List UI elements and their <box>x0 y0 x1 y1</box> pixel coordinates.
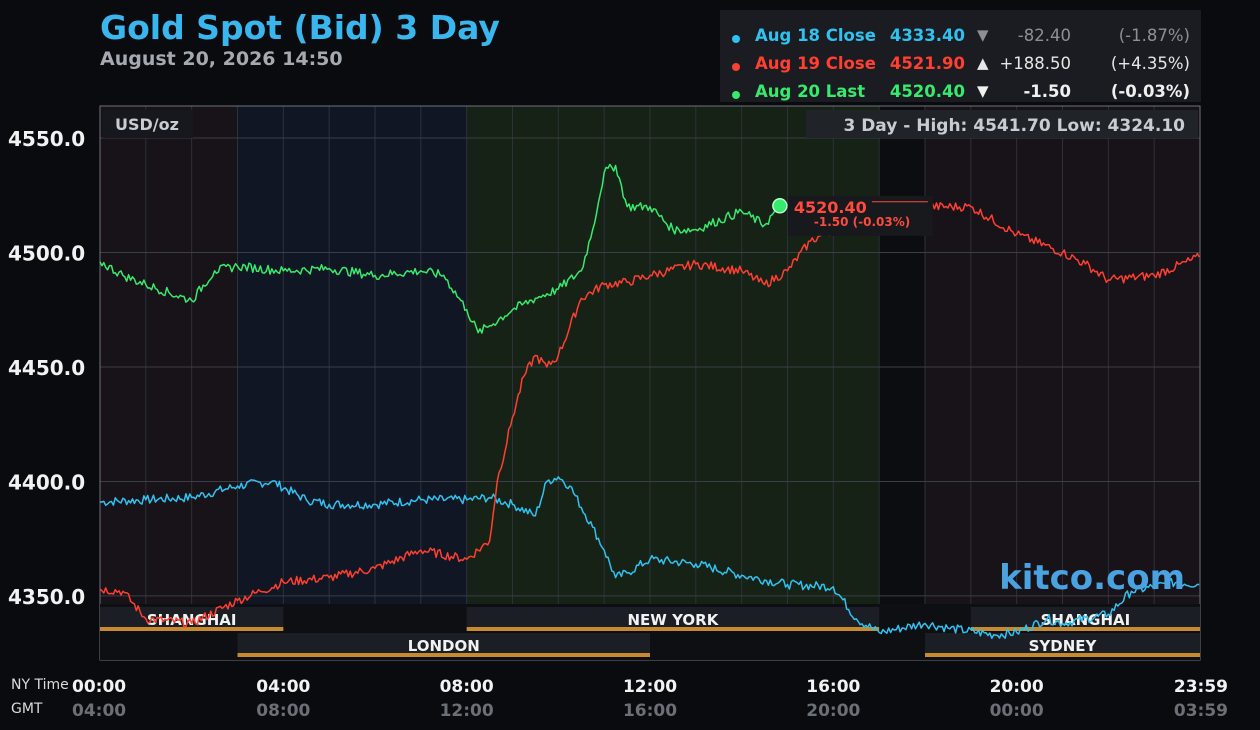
y-tick-label: 4500.0 <box>8 242 85 266</box>
session-bar <box>237 653 650 657</box>
down-arrow-icon: ▼ <box>977 26 989 44</box>
legend-pct-aug18: (-1.87%) <box>1118 26 1190 45</box>
current-change-label: -1.50 (-0.03%) <box>814 215 910 229</box>
legend-row-aug19: Aug 19 Close 4521.90 ▲ +188.50 (+4.35%) <box>720 54 1201 80</box>
legend-change-aug19: +188.50 <box>999 54 1071 73</box>
session-box <box>466 607 880 629</box>
session-band <box>879 106 925 660</box>
x-tick-label-ny: 12:00 <box>623 677 677 697</box>
legend-dot-aug20 <box>732 91 740 99</box>
legend-row-aug20: Aug 20 Last 4520.40 ▼ -1.50 (-0.03%) <box>720 82 1201 108</box>
legend-dot-aug18 <box>732 35 740 43</box>
legend-pct-aug20: (-0.03%) <box>1110 82 1190 101</box>
price-line-aug-19-close <box>99 202 1200 628</box>
x-tick-label-gmt: 08:00 <box>256 701 310 721</box>
legend-price-aug19: 4521.90 <box>889 54 965 73</box>
x-tick-label-ny: 08:00 <box>440 677 494 697</box>
session-bar <box>925 653 1200 657</box>
session-band <box>466 106 880 660</box>
x-tick-label-gmt: 00:00 <box>990 701 1044 721</box>
session-band <box>100 106 238 660</box>
x-tick-label-ny: 23:59 <box>1174 677 1228 697</box>
price-lines <box>99 163 1200 640</box>
x-tick-label-ny: 16:00 <box>806 677 860 697</box>
x-tick-label-gmt: 20:00 <box>806 701 860 721</box>
session-box <box>925 633 1200 655</box>
legend-price-aug20: 4520.40 <box>889 82 965 101</box>
current-price-marker: 4520.40 -1.50 (-0.03%) <box>772 195 933 236</box>
y-axis: 4550.0 4500.0 4450.0 4400.0 4350.0 <box>8 127 85 609</box>
y-tick-label: 4350.0 <box>8 585 85 609</box>
up-arrow-icon: ▲ <box>977 54 989 72</box>
legend-price-aug18: 4333.40 <box>889 26 965 45</box>
legend-row-aug18: Aug 18 Close 4333.40 ▼ -82.40 (-1.87%) <box>720 26 1201 52</box>
session-label: SYDNEY <box>1029 637 1098 655</box>
session-box <box>100 607 284 629</box>
chart-title: Gold Spot (Bid) 3 Day <box>100 8 500 47</box>
x-tick-label-gmt: 04:00 <box>72 701 126 721</box>
high-low-label: 3 Day - High: 4541.70 Low: 4324.10 <box>843 116 1185 136</box>
x-tick-label-ny: 00:00 <box>72 677 126 697</box>
x-axis: 00:00 04:00 04:00 08:00 08:00 12:00 12:00 16:00… <box>72 677 1228 721</box>
trading-sessions: SHANGHAI NEW YORK SHANGHAI LONDON SYDNEY <box>100 604 1200 660</box>
session-label: LONDON <box>408 637 480 655</box>
price-line-aug-20-last <box>99 163 781 334</box>
session-bar <box>100 627 284 631</box>
session-band <box>237 106 467 660</box>
legend-change-aug20: -1.50 <box>1023 82 1071 101</box>
legend-pct-aug19: (+4.35%) <box>1110 54 1190 73</box>
x-tick-label-ny: 20:00 <box>990 677 1044 697</box>
legend-change-aug18: -82.40 <box>1017 26 1071 45</box>
legend-name-aug20: Aug 20 Last <box>755 82 866 101</box>
y-tick-label: 4400.0 <box>8 470 85 494</box>
down-arrow-icon: ▼ <box>977 82 989 100</box>
x-tick-label-ny: 04:00 <box>256 677 310 697</box>
session-label: NEW YORK <box>628 611 720 629</box>
current-price-dot[interactable] <box>772 198 788 214</box>
session-label: SHANGHAI <box>1041 611 1131 629</box>
gmt-axis-name: GMT <box>11 701 43 717</box>
brand-watermark: kitco.com <box>999 558 1185 598</box>
session-box <box>237 633 650 655</box>
session-bar <box>466 627 880 631</box>
session-label: SHANGHAI <box>147 611 237 629</box>
legend-name-aug19: Aug 19 Close <box>755 54 876 73</box>
ny-time-axis-name: NY Time <box>11 677 69 693</box>
current-price-box <box>787 195 933 236</box>
x-tick-label-gmt: 12:00 <box>440 701 494 721</box>
session-bar <box>970 627 1200 631</box>
unit-label: USD/oz <box>115 115 179 134</box>
grid-lines <box>100 106 1200 604</box>
x-tick-label-gmt: 16:00 <box>623 701 677 721</box>
legend-dot-aug19 <box>732 63 740 71</box>
y-tick-label: 4450.0 <box>8 356 85 380</box>
legend-name-aug18: Aug 18 Close <box>755 26 876 45</box>
current-price-label: 4520.40 <box>794 198 867 217</box>
price-line-aug-18-close <box>100 476 1200 640</box>
high-low-box: 3 Day - High: 4541.70 Low: 4324.10 <box>806 110 1198 138</box>
unit-box: USD/oz <box>103 110 193 138</box>
y-tick-label: 4550.0 <box>8 127 85 151</box>
chart-subtitle: August 20, 2026 14:50 <box>100 48 343 70</box>
legend: Aug 18 Close 4333.40 ▼ -82.40 (-1.87%) A… <box>720 10 1201 102</box>
x-tick-label-gmt: 03:59 <box>1174 701 1228 721</box>
